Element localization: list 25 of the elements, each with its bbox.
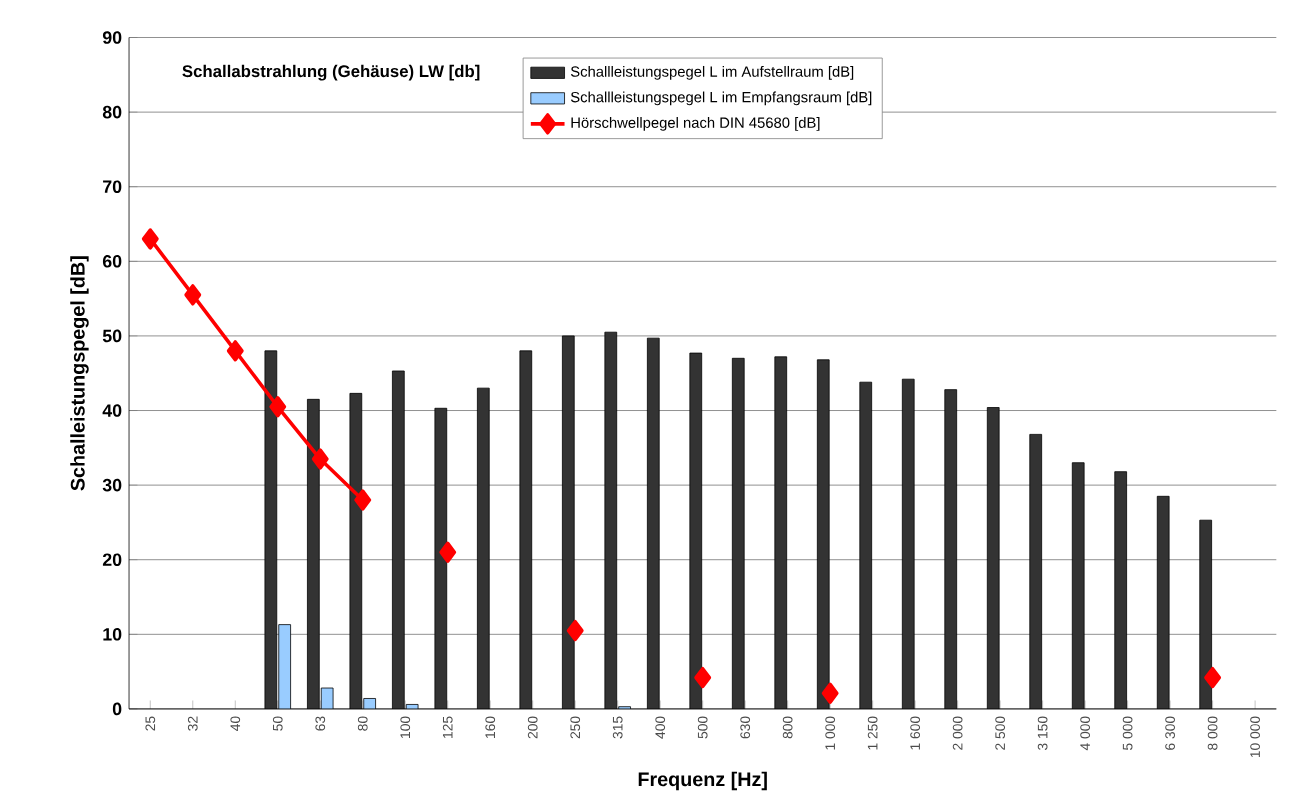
point bbox=[226, 340, 244, 362]
y-tick-label: 30 bbox=[102, 478, 122, 492]
point bbox=[354, 489, 372, 511]
y-tick-label: 60 bbox=[102, 255, 122, 268]
point bbox=[184, 284, 202, 306]
point bbox=[141, 228, 159, 250]
y-tick-label: 40 bbox=[102, 404, 122, 418]
text: Schallabstrahlung (Gehäuse) LW [db] bbox=[182, 64, 480, 81]
x-axis-title: Frequenz [Hz] bbox=[638, 771, 767, 791]
point bbox=[1204, 667, 1222, 689]
point bbox=[566, 620, 584, 642]
y-tick-label: 90 bbox=[102, 31, 122, 45]
point bbox=[694, 667, 712, 689]
point bbox=[269, 396, 287, 418]
y-tick-label: 80 bbox=[102, 106, 122, 119]
y-tick-label: 20 bbox=[102, 553, 122, 567]
y-axis-title: Schalleistungspegel [dB] bbox=[70, 256, 89, 491]
y-tick-label: 10 bbox=[103, 628, 122, 641]
bar bbox=[278, 624, 291, 710]
y-tick-label: 50 bbox=[102, 329, 122, 343]
y-tick-label: 0 bbox=[112, 702, 122, 716]
point bbox=[821, 682, 839, 705]
point bbox=[439, 541, 457, 564]
y-tick-label: 70 bbox=[103, 180, 122, 194]
point bbox=[311, 448, 329, 470]
